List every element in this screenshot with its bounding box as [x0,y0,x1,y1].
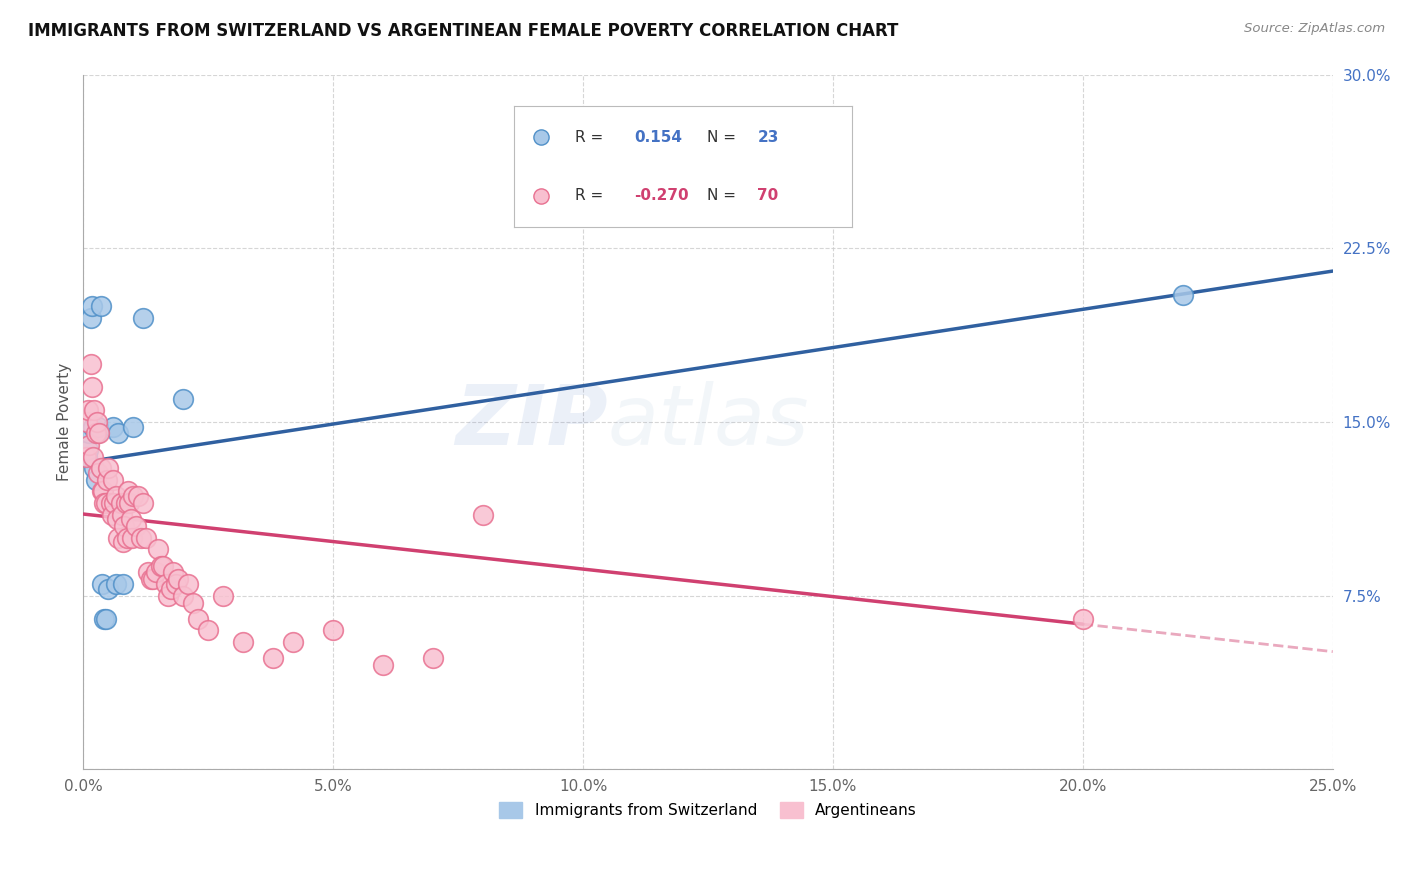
Point [112,577,135,591]
Point [97,461,120,475]
Point [149,558,172,573]
Point [103,473,125,487]
Point [162,566,184,580]
Point [100,496,122,510]
Point [91,484,114,499]
Point [135,531,157,545]
Point [83,461,105,475]
Point [76,450,98,464]
Point [86,415,108,429]
Point [83,403,105,417]
Point [76,415,98,429]
Point [120,512,142,526]
Point [112,535,135,549]
Point [136,566,159,580]
Point [152,558,174,573]
Point [132,496,155,510]
Point [181,596,204,610]
Point [103,496,125,510]
Point [86,426,108,441]
Point [165,577,187,591]
Point [142,573,165,587]
Point [167,573,190,587]
Point [127,489,149,503]
Y-axis label: Female Poverty: Female Poverty [58,363,72,481]
Point [129,531,152,545]
Point [672,194,695,209]
Point [79,426,101,441]
Point [105,512,128,526]
Point [111,508,134,522]
Point [93,612,115,626]
Point [110,496,132,510]
Point [121,531,143,545]
Point [107,531,129,545]
Point [1171,287,1194,301]
Point [104,489,127,503]
Point [75,450,97,464]
Point [177,577,200,591]
Point [77,403,100,417]
Point [155,577,177,591]
Point [96,473,118,487]
Point [117,531,139,545]
Point [125,519,148,533]
Point [87,466,110,480]
Point [107,426,129,441]
Point [197,624,219,638]
Point [373,658,395,673]
Point [117,484,139,499]
Point [80,310,103,325]
Point [232,635,254,649]
Point [82,419,104,434]
Point [91,484,114,499]
Point [322,624,344,638]
Point [187,612,209,626]
Point [104,577,127,591]
Legend: Immigrants from Switzerland, Argentineans: Immigrants from Switzerland, Argentinean… [494,796,922,824]
Point [91,577,114,591]
Point [114,496,136,510]
Point [94,612,117,626]
Point [172,392,194,406]
Point [132,310,155,325]
Point [172,589,194,603]
Point [90,299,112,313]
Text: Source: ZipAtlas.com: Source: ZipAtlas.com [1244,22,1385,36]
Point [82,450,104,464]
Point [79,438,101,452]
Point [212,589,235,603]
Point [422,651,444,665]
Point [283,635,305,649]
Point [90,461,112,475]
Point [103,419,125,434]
Point [87,419,110,434]
Text: ZIP: ZIP [456,382,607,462]
Point [122,489,145,503]
Point [112,519,135,533]
Point [118,496,141,510]
Point [89,426,111,441]
Point [262,651,284,665]
Point [159,582,181,596]
Point [157,589,180,603]
Text: IMMIGRANTS FROM SWITZERLAND VS ARGENTINEAN FEMALE POVERTY CORRELATION CHART: IMMIGRANTS FROM SWITZERLAND VS ARGENTINE… [28,22,898,40]
Point [472,508,495,522]
Point [84,473,107,487]
Point [139,573,162,587]
Point [82,299,104,313]
Point [80,357,103,371]
Point [148,542,170,557]
Point [93,496,115,510]
Text: atlas: atlas [607,382,810,462]
Point [101,508,124,522]
Point [77,442,100,457]
Point [97,582,120,596]
Point [1071,612,1094,626]
Point [122,419,145,434]
Point [94,496,117,510]
Point [145,566,167,580]
Point [82,380,104,394]
Point [84,426,107,441]
